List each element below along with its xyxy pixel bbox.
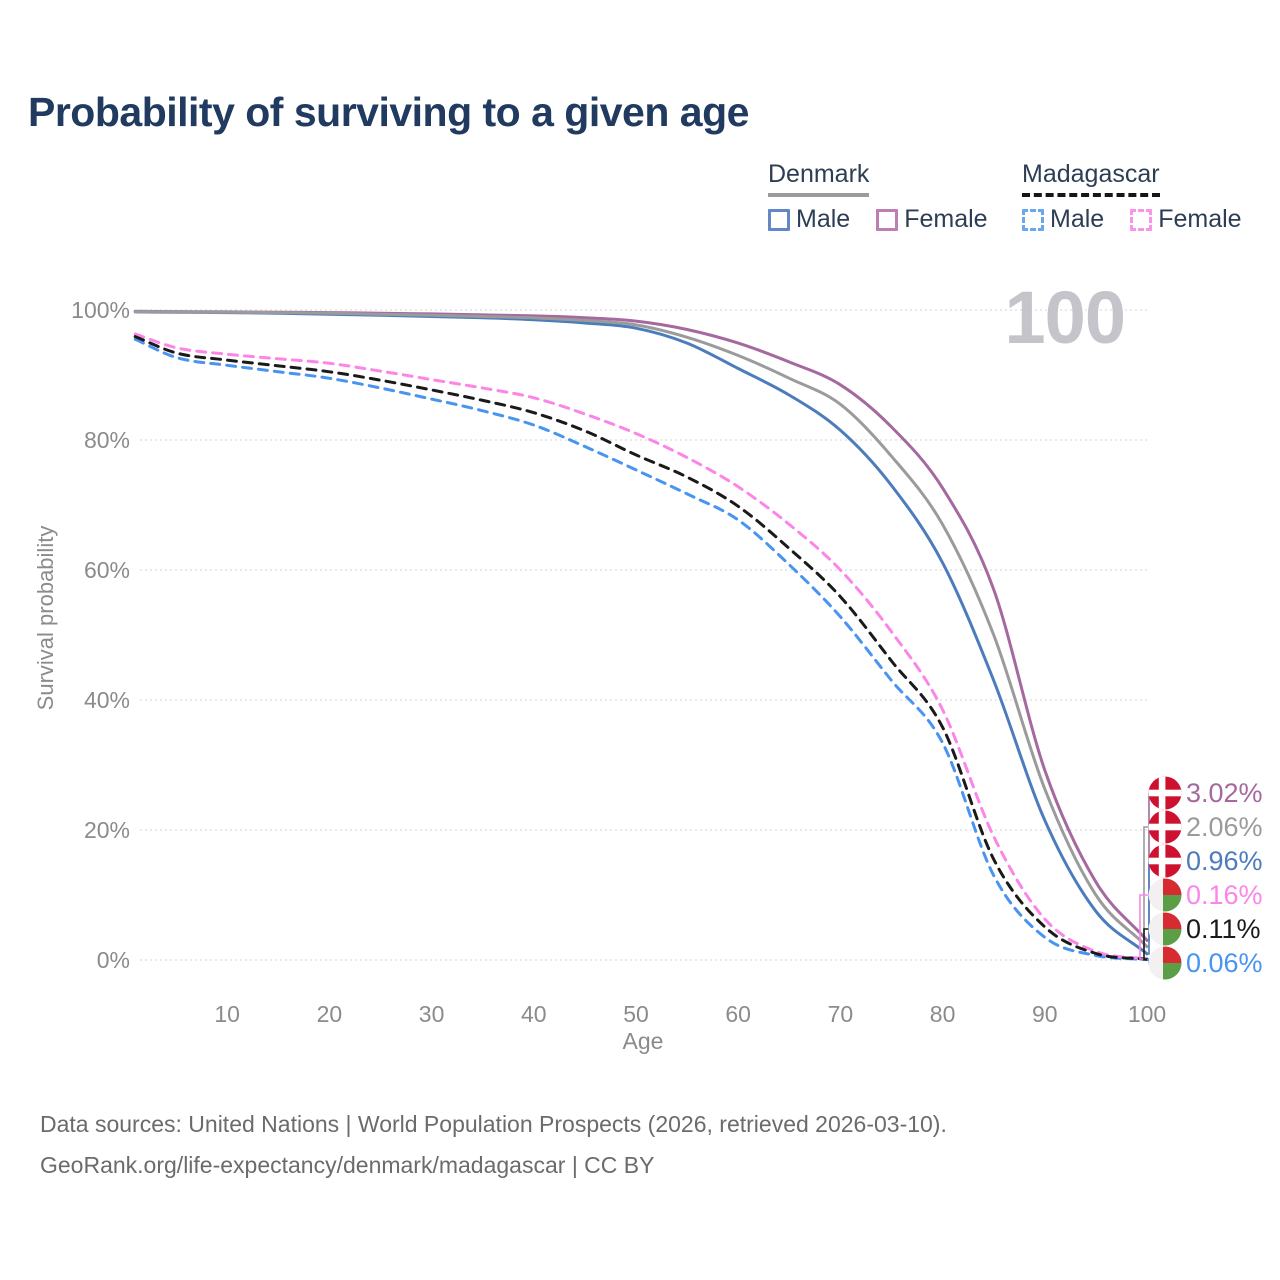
end-label-row: 2.06% bbox=[1148, 809, 1263, 845]
series-line-madagascar-female bbox=[133, 332, 1149, 961]
legend-group-denmark: Denmark Male Female bbox=[768, 160, 988, 234]
x-tick-label: 40 bbox=[521, 1001, 547, 1027]
end-label-value: 0.11% bbox=[1186, 913, 1261, 944]
x-tick-label: 80 bbox=[930, 1001, 956, 1027]
end-label-connector bbox=[1143, 928, 1152, 961]
end-label-row: 0.16% bbox=[1148, 877, 1263, 913]
end-label-row: 0.06% bbox=[1148, 945, 1263, 981]
x-tick-label: 70 bbox=[828, 1001, 854, 1027]
y-axis-title: Survival probability bbox=[33, 525, 58, 711]
x-axis-title: Age bbox=[622, 1028, 664, 1054]
legend-item-denmark-female[interactable]: Female bbox=[876, 205, 988, 234]
denmark-female-swatch-icon bbox=[876, 208, 899, 231]
legend-group-title-madagascar: Madagascar bbox=[1022, 160, 1160, 197]
y-tick-label: 60% bbox=[84, 557, 130, 583]
series-line-madagascar-male bbox=[133, 337, 1149, 962]
series-line-denmark-total bbox=[133, 310, 1149, 949]
legend-group-title-denmark: Denmark bbox=[768, 160, 870, 197]
denmark-flag-icon bbox=[1148, 810, 1182, 844]
x-tick-label: 30 bbox=[419, 1001, 445, 1027]
attribution-line: GeoRank.org/life-expectancy/denmark/mada… bbox=[40, 1152, 655, 1178]
end-label-connector bbox=[1143, 826, 1152, 948]
madagascar-flag-icon bbox=[1148, 946, 1182, 980]
end-label-row: 3.02% bbox=[1148, 775, 1263, 811]
y-tick-label: 0% bbox=[97, 947, 130, 973]
legend-item-label: Male bbox=[796, 205, 851, 233]
denmark-flag-icon bbox=[1148, 776, 1182, 810]
y-tick-label: 80% bbox=[84, 427, 130, 453]
legend-item-denmark-male[interactable]: Male bbox=[768, 205, 850, 234]
data-sources-line: Data sources: United Nations | World Pop… bbox=[40, 1111, 947, 1137]
end-label-value: 0.06% bbox=[1186, 947, 1263, 978]
series-line-denmark-female bbox=[133, 309, 1149, 942]
series-line-denmark-male bbox=[133, 310, 1149, 956]
x-tick-label: 60 bbox=[725, 1001, 751, 1027]
legend-items-madagascar: Male Female bbox=[1022, 205, 1242, 234]
legend-item-label: Female bbox=[1158, 205, 1242, 233]
x-tick-label: 10 bbox=[214, 1001, 240, 1027]
denmark-flag-icon bbox=[1148, 844, 1182, 878]
end-label-value: 2.06% bbox=[1186, 811, 1263, 842]
legend-item-madagascar-female[interactable]: Female bbox=[1130, 205, 1242, 234]
x-tick-label: 100 bbox=[1128, 1001, 1166, 1027]
madagascar-flag-icon bbox=[1148, 878, 1182, 912]
legend-item-label: Male bbox=[1050, 205, 1105, 233]
x-tick-label: 90 bbox=[1032, 1001, 1058, 1027]
madagascar-male-swatch-icon bbox=[1022, 208, 1044, 231]
legend-group-madagascar: Madagascar Male Female bbox=[1022, 160, 1242, 234]
series-line-madagascar-total bbox=[133, 335, 1149, 961]
end-label-row: 0.11% bbox=[1148, 911, 1261, 947]
legend-item-label: Female bbox=[904, 205, 988, 233]
end-label-value: 3.02% bbox=[1186, 777, 1263, 808]
age-counter-watermark: 100 bbox=[1004, 276, 1126, 359]
end-label-value: 0.16% bbox=[1186, 879, 1263, 910]
denmark-male-swatch-icon bbox=[768, 208, 790, 231]
y-tick-label: 100% bbox=[71, 297, 130, 323]
legend-items-denmark: Male Female bbox=[768, 205, 988, 234]
madagascar-female-swatch-icon bbox=[1130, 208, 1153, 231]
end-label-row: 0.96% bbox=[1148, 843, 1263, 879]
page-title: Probability of surviving to a given age bbox=[28, 89, 749, 135]
madagascar-flag-icon bbox=[1148, 912, 1182, 946]
legend-item-madagascar-male[interactable]: Male bbox=[1022, 205, 1104, 234]
footer: Data sources: United Nations | World Pop… bbox=[40, 1104, 947, 1186]
end-label-value: 0.96% bbox=[1186, 845, 1263, 876]
x-tick-label: 20 bbox=[317, 1001, 343, 1027]
y-tick-label: 20% bbox=[84, 817, 130, 843]
y-tick-label: 40% bbox=[84, 687, 130, 713]
x-tick-label: 50 bbox=[623, 1001, 649, 1027]
